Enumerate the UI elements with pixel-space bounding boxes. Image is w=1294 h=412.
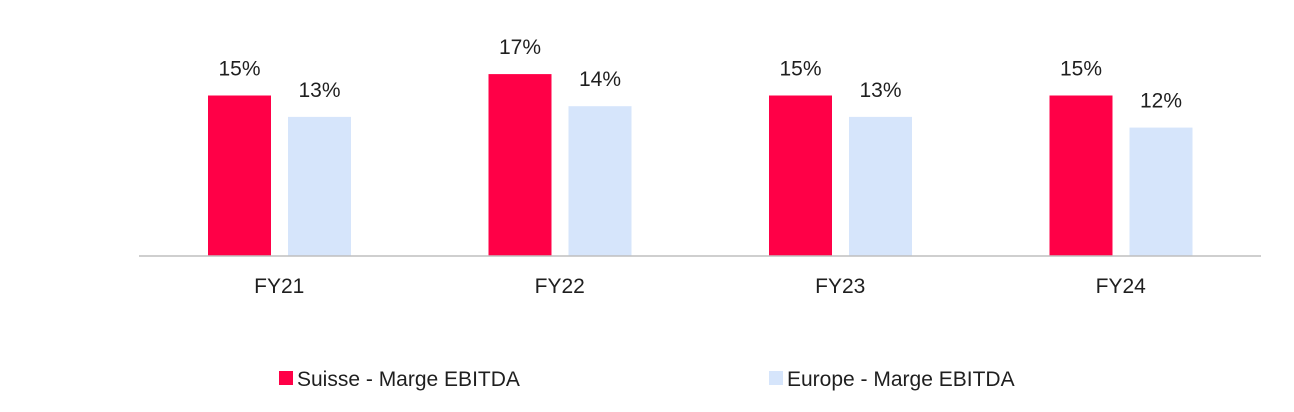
bar-fy21-series-2 [288,116,351,257]
bar-fy22-series-1 [488,74,552,256]
data-label-fy23-series-2: 13% [859,79,901,102]
legend-label-series-1: Suisse - Marge EBITDA [297,368,520,391]
bar-fy23-series-2 [849,116,912,257]
data-label-fy24-series-2: 12% [1140,90,1182,113]
bar-fy21-series-1 [208,95,271,256]
x-tick-label-fy24: FY24 [1096,275,1147,298]
x-tick-labels-group: FY21 FY22 FY23 FY24 [254,275,1146,298]
bars-group [208,74,1193,257]
legend-label-series-2: Europe - Marge EBITDA [787,368,1015,391]
data-label-fy24-series-1: 15% [1060,58,1102,81]
data-label-fy21-series-1: 15% [218,58,260,81]
x-tick-label-fy23: FY23 [815,275,865,298]
bar-fy22-series-2 [568,106,632,256]
x-tick-label-fy22: FY22 [535,275,585,298]
bar-fy23-series-1 [769,95,832,256]
bar-fy24-series-2 [1129,127,1193,256]
data-label-fy22-series-2: 14% [579,68,621,91]
data-label-fy22-series-1: 17% [499,36,541,59]
x-tick-label-fy21: FY21 [254,275,304,298]
legend-swatch-series-1 [279,371,293,385]
bar-fy24-series-1 [1049,95,1113,256]
data-label-fy23-series-1: 15% [779,58,821,81]
value-labels-group: 15% 13% 17% 14% 15% 13% 15% 12% [218,36,1182,113]
legend: Suisse - Marge EBITDA Europe - Marge EBIT… [279,368,1015,391]
legend-swatch-series-2 [769,371,783,385]
data-label-fy21-series-2: 13% [298,79,340,102]
